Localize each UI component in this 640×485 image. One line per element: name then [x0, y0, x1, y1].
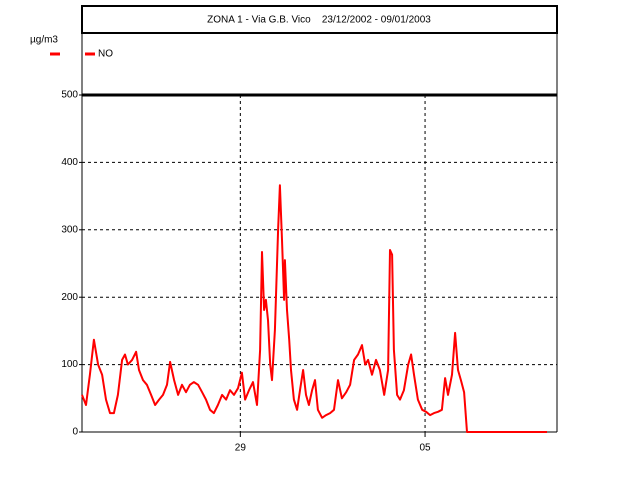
- legend-label: NO: [98, 49, 113, 60]
- x-tick-label: 05: [419, 443, 431, 454]
- data-line: [81, 184, 547, 433]
- y-tick-label: 500: [61, 90, 78, 101]
- y-tick-label: 200: [61, 292, 78, 303]
- x-tick-label: 29: [235, 443, 247, 454]
- legend-box: [81, 32, 558, 96]
- y-tick-label: 400: [61, 157, 78, 168]
- chart-title: ZONA 1 - Via G.B. Vico 23/12/2002 - 09/0…: [207, 15, 431, 26]
- y-tick-label: 0: [72, 427, 78, 438]
- y-axis-label: µg/m3: [30, 35, 58, 46]
- y-tick-label: 100: [61, 359, 78, 370]
- y-tick-label: 300: [61, 224, 78, 235]
